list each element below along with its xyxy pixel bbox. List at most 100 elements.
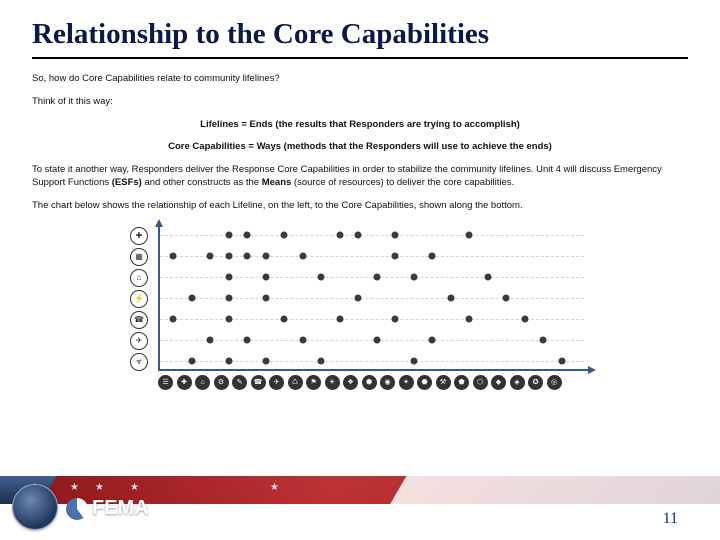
fema-logo: FEMA — [66, 497, 149, 520]
capability-icon: ◉ — [380, 375, 395, 390]
relationship-chart: ✚▦⌂⚡☎✈☣ ☰✚⌂⚙✎☎✈♺⚑☀❖⬢◉✦⬣⚒⬟⬡◆◈✪◎ — [130, 223, 590, 393]
chart-intro: The chart below shows the relationship o… — [32, 200, 688, 213]
explanation-paragraph: To state it another way, Responders deli… — [32, 164, 688, 190]
capability-icon: ⬡ — [473, 375, 488, 390]
lifeline-icon: ☣ — [130, 353, 148, 371]
capability-icon: ✚ — [177, 375, 192, 390]
chart-dot — [447, 295, 454, 302]
capability-icon: ◈ — [510, 375, 525, 390]
capability-icon: ⚑ — [306, 375, 321, 390]
grid-row-line — [160, 256, 584, 257]
chart-dot — [170, 316, 177, 323]
page-number: 11 — [663, 510, 678, 528]
chart-dot — [225, 316, 232, 323]
fema-swirl-icon — [66, 498, 88, 520]
chart-dot — [299, 253, 306, 260]
capability-icon: ⬢ — [362, 375, 377, 390]
chart-dot — [355, 232, 362, 239]
y-axis-arrow — [155, 219, 163, 227]
chart-dot — [244, 253, 251, 260]
capability-icon: ♺ — [288, 375, 303, 390]
chart-dot — [410, 358, 417, 365]
chart-dot — [207, 337, 214, 344]
lifeline-icon: ▦ — [130, 248, 148, 266]
chart-dot — [355, 295, 362, 302]
grid-row-line — [160, 277, 584, 278]
capability-icon: ✦ — [399, 375, 414, 390]
means-bold: Means — [262, 177, 292, 188]
chart-dot — [336, 232, 343, 239]
chart-dot — [262, 274, 269, 281]
para-mid: and other constructs as the — [142, 177, 262, 188]
chart-dot — [392, 316, 399, 323]
chart-dot — [540, 337, 547, 344]
equation-lifelines: Lifelines = Ends (the results that Respo… — [32, 119, 688, 132]
chart-dot — [410, 274, 417, 281]
grid-row-line — [160, 298, 584, 299]
body-text: So, how do Core Capabilities relate to c… — [32, 73, 688, 213]
chart-dot — [429, 337, 436, 344]
chart-dot — [225, 274, 232, 281]
chart-dot — [466, 232, 473, 239]
chart-dot — [262, 253, 269, 260]
chart-dot — [429, 253, 436, 260]
chart-dot — [188, 295, 195, 302]
lifeline-icon: ☎ — [130, 311, 148, 329]
chart-dot — [318, 274, 325, 281]
capability-icon: ⚒ — [436, 375, 451, 390]
capability-icon: ⬟ — [454, 375, 469, 390]
capability-icon: ⌂ — [195, 375, 210, 390]
chart-dot — [207, 253, 214, 260]
slide-title: Relationship to the Core Capabilities — [32, 18, 688, 59]
capability-icon: ✈ — [269, 375, 284, 390]
capability-icon: ◎ — [547, 375, 562, 390]
fema-text: FEMA — [92, 497, 149, 520]
para-post: (source of resources) to deliver the cor… — [291, 177, 514, 188]
chart-dot — [299, 337, 306, 344]
capability-icon: ✪ — [528, 375, 543, 390]
slide: Relationship to the Core Capabilities So… — [0, 0, 720, 540]
chart-dot — [225, 232, 232, 239]
chart-dot — [373, 337, 380, 344]
flag-star-icon: ★ — [130, 482, 139, 493]
lifeline-icon: ✚ — [130, 227, 148, 245]
plot-area — [158, 225, 590, 371]
chart-dot — [244, 232, 251, 239]
lifeline-icon: ✈ — [130, 332, 148, 350]
chart-dot — [262, 295, 269, 302]
intro-text: So, how do Core Capabilities relate to c… — [32, 73, 688, 86]
y-axis-lifeline-icons: ✚ ▦ ⌂ ⚡ ☎ ✈ ☣ — [130, 227, 152, 371]
capability-icon: ☰ — [158, 375, 173, 390]
chart-dot — [521, 316, 528, 323]
chart-dot — [188, 358, 195, 365]
chart-dot — [244, 337, 251, 344]
chart-dot — [558, 358, 565, 365]
capability-icon: ☀ — [325, 375, 340, 390]
chart-dot — [466, 316, 473, 323]
capability-icon: ⚙ — [214, 375, 229, 390]
flag-white-stripe — [390, 476, 720, 504]
chart-dot — [281, 232, 288, 239]
equation-core-capabilities: Core Capabilities = Ways (methods that t… — [32, 141, 688, 154]
chart-dot — [225, 358, 232, 365]
capability-icon: ◆ — [491, 375, 506, 390]
chart-dot — [318, 358, 325, 365]
capability-icon: ✎ — [232, 375, 247, 390]
chart-dot — [336, 316, 343, 323]
capability-icon: ❖ — [343, 375, 358, 390]
x-axis-capability-icons: ☰✚⌂⚙✎☎✈♺⚑☀❖⬢◉✦⬣⚒⬟⬡◆◈✪◎ — [158, 375, 590, 393]
slide-footer: ★★★★★ FEMA 11 — [0, 476, 720, 540]
lifeline-icon: ⌂ — [130, 269, 148, 287]
chart-dot — [484, 274, 491, 281]
capability-icon: ⬣ — [417, 375, 432, 390]
chart-dot — [225, 295, 232, 302]
chart-dot — [373, 274, 380, 281]
chart-dot — [225, 253, 232, 260]
lifeline-icon: ⚡ — [130, 290, 148, 308]
grid-row-line — [160, 340, 584, 341]
grid-row-line — [160, 235, 584, 236]
flag-star-icon: ★ — [95, 482, 104, 493]
chart-dot — [262, 358, 269, 365]
chart-dot — [392, 253, 399, 260]
chart-dot — [392, 232, 399, 239]
